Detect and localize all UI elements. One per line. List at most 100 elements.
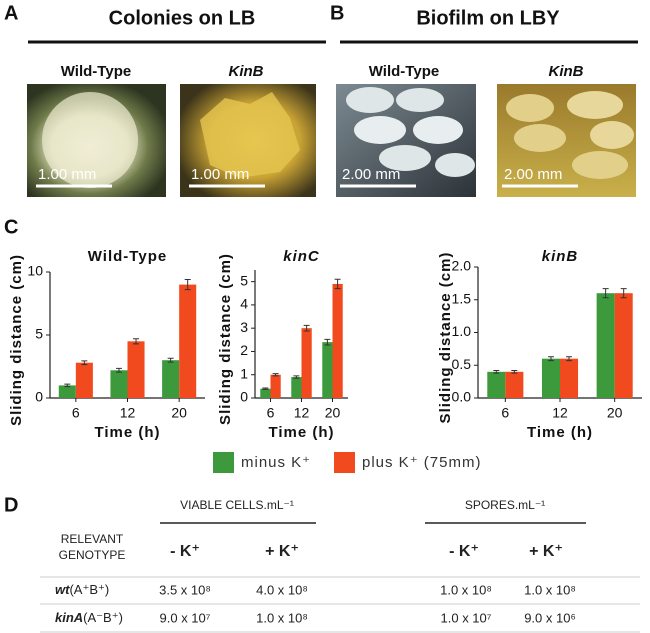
cell: 3.5 x 10⁸ (159, 582, 211, 597)
scale-label: 2.00 mm (504, 166, 562, 183)
x-tick-label: 20 (171, 405, 187, 421)
y-tick-label: 2.0 (452, 258, 472, 274)
bar (541, 358, 560, 398)
error-bar (493, 369, 500, 374)
column-header: + K⁺ (529, 543, 563, 560)
x-tick-label: 20 (607, 405, 623, 421)
legend: minus K⁺ plus K⁺ (75mm) (213, 452, 481, 473)
scale-label: 1.00 mm (191, 166, 249, 183)
error-bar (511, 369, 518, 374)
bar (270, 374, 281, 398)
error-bar (324, 338, 331, 346)
y-tick-label: 3 (240, 319, 248, 335)
bar (301, 328, 312, 398)
panel-label: D (4, 494, 18, 516)
y-tick-label: 4 (240, 296, 248, 312)
photo (27, 84, 166, 197)
error-bar (133, 338, 140, 345)
cell: 4.0 x 10⁸ (256, 582, 308, 597)
error-bar (547, 356, 554, 362)
error-bar (272, 373, 279, 377)
y-tick-label: 0 (240, 389, 248, 405)
gene: kinA (55, 610, 83, 625)
bar (291, 377, 302, 398)
cell: 9.0 x 10⁶ (524, 610, 576, 625)
y-tick-label: 1.5 (452, 290, 472, 306)
cell: 9.0 x 10⁷ (160, 610, 211, 625)
error-bar (620, 288, 627, 299)
error-bar (566, 356, 573, 362)
error-bar (303, 324, 310, 332)
y-tick-label: 1 (240, 365, 248, 381)
x-tick-label: 20 (325, 405, 341, 421)
legend-swatch (213, 452, 234, 473)
legend-label: minus K⁺ (241, 454, 311, 471)
error-bar (64, 383, 71, 388)
bar (487, 371, 506, 398)
y-tick-label: 5 (240, 272, 248, 288)
error-bar (334, 278, 341, 290)
column-header: - K⁺ (170, 543, 200, 560)
group-header: SPORES.mL⁻¹ (465, 498, 545, 512)
image-label: Wild-Type (369, 63, 439, 80)
y-axis-label: Sliding distance (cm) (8, 254, 25, 426)
alleles: (A⁺B⁺) (69, 582, 109, 597)
y-tick-label: 10 (27, 263, 43, 279)
group-header: VIABLE CELLS.mL⁻¹ (180, 498, 294, 512)
error-bar (293, 375, 300, 379)
panel-label: B (330, 2, 344, 24)
legend-label: plus K⁺ (75mm) (362, 454, 481, 471)
table: wt(A⁺B⁺) 3.5 x 10⁸ 4.0 x 10⁸ 1.0 x 10⁸ 1.0 x… (40, 576, 640, 633)
bar (179, 284, 197, 398)
bar (560, 358, 579, 398)
photo (180, 84, 316, 197)
row-label: kinA(A⁻B⁺) (55, 610, 123, 625)
photo (497, 84, 636, 197)
alleles: (A⁻B⁺) (83, 610, 123, 625)
column-header: + K⁺ (265, 543, 299, 560)
row-header: RELEVANT (61, 532, 124, 546)
y-axis-label: Sliding distance (cm) (217, 253, 234, 425)
cell: 1.0 x 10⁷ (441, 610, 492, 625)
bar (75, 362, 93, 398)
x-tick-label: 12 (294, 405, 310, 421)
panel-label: C (4, 216, 18, 238)
image-label: KinB (549, 63, 584, 80)
x-axis-label: Time (h) (268, 424, 334, 441)
bar (127, 341, 145, 398)
chart-title: Wild-Type (88, 248, 167, 265)
scale-label: 2.00 mm (342, 166, 400, 183)
y-tick-label: 2 (240, 342, 248, 358)
panel-title: Biofilm on LBY (416, 7, 560, 29)
image-label: Wild-Type (61, 63, 131, 80)
x-axis-label: Time (h) (527, 424, 593, 441)
bar (260, 388, 271, 398)
bar (322, 342, 333, 398)
bar (332, 283, 343, 398)
legend-swatch (334, 452, 355, 473)
y-tick-label: 0 (35, 389, 43, 405)
x-tick-label: 6 (501, 405, 509, 421)
error-bar (602, 288, 609, 299)
error-bar (81, 360, 88, 366)
scale-label: 1.00 mm (38, 166, 96, 183)
row-header: GENOTYPE (59, 548, 126, 562)
y-tick-label: 0.0 (452, 389, 472, 405)
column-header: - K⁺ (449, 543, 479, 560)
bar (58, 385, 76, 398)
chart-title: kinB (542, 248, 579, 265)
bar (596, 293, 615, 398)
error-bar (184, 279, 191, 291)
gene: wt (55, 582, 70, 597)
image-label: KinB (229, 63, 264, 80)
bar (162, 360, 180, 398)
row-label: wt(A⁺B⁺) (55, 582, 109, 597)
y-tick-label: 0.5 (452, 356, 472, 372)
error-bar (262, 387, 269, 390)
cell: 1.0 x 10⁸ (440, 582, 492, 597)
y-axis-label: Sliding distance (cm) (437, 252, 454, 424)
x-tick-label: 12 (552, 405, 568, 421)
bar (110, 370, 128, 398)
